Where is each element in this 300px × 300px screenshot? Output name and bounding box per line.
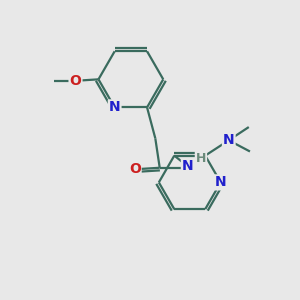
Text: N: N <box>223 133 235 147</box>
Text: O: O <box>70 74 81 88</box>
Text: N: N <box>182 159 194 173</box>
Text: N: N <box>215 176 226 189</box>
Text: H: H <box>196 152 206 165</box>
Text: O: O <box>129 162 141 176</box>
Text: N: N <box>109 100 121 114</box>
